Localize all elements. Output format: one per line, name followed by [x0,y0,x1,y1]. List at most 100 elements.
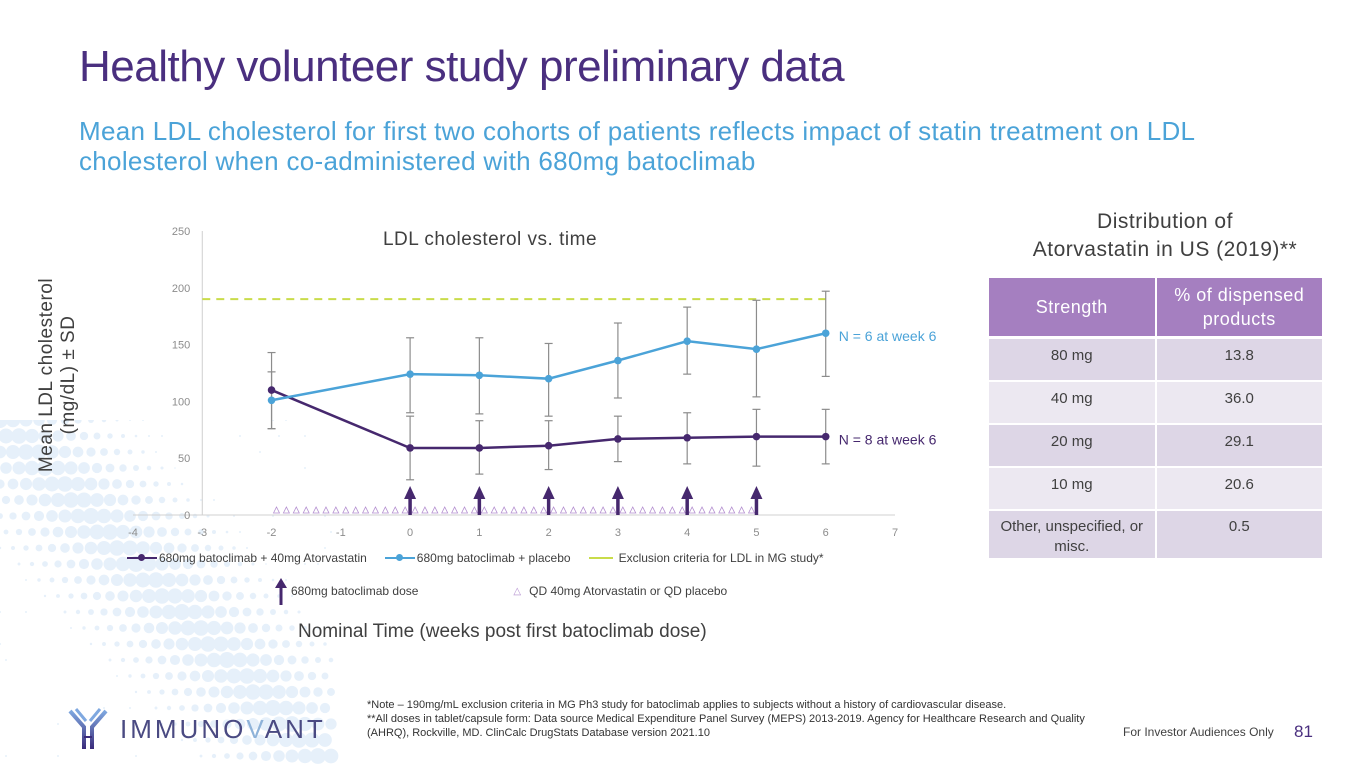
daily-dose-marker [382,507,388,513]
daily-dose-marker [600,507,606,513]
decorative-dot [315,657,321,663]
table-header-row: Strength % of dispensed products [989,278,1322,338]
decorative-dot [329,658,334,663]
cell-strength: 20 mg [989,424,1156,467]
daily-dose-marker [511,507,517,513]
data-point-atorvastatin [545,442,553,450]
decorative-dot [272,685,286,699]
decorative-dot [245,684,260,699]
dose-arrow-head [681,486,693,499]
legend-item-atorvastatin: 680mg batoclimab + 40mg Atorvastatin [127,551,367,565]
data-point-placebo [614,357,622,365]
y-tick-label: 0 [184,510,190,522]
decorative-dot [190,671,201,682]
decorative-dot [182,654,194,666]
x-tick-label: 3 [615,527,621,539]
slide-subtitle: Mean LDL cholesterol for first two cohor… [79,116,1309,176]
page-number: 81 [1294,722,1313,742]
decorative-dot [221,686,234,699]
decorative-dot [233,653,248,668]
decorative-dot [260,654,272,666]
legend-label: 680mg batoclimab + placebo [417,551,571,565]
cell-percent: 29.1 [1156,424,1323,467]
daily-dose-marker [749,507,755,513]
data-point-placebo [822,329,830,337]
decorative-dot [286,750,299,763]
decorative-dot [109,659,112,662]
decorative-dot [207,653,221,667]
decorative-dot [212,754,216,758]
decorative-dot [57,755,59,757]
decorative-dot [153,673,159,679]
dose-arrow-head [473,486,485,499]
dose-arrow-head [750,486,762,499]
decorative-dot [294,671,304,681]
daily-dose-marker [402,507,408,513]
daily-dose-marker [363,507,369,513]
data-point-atorvastatin [406,444,414,452]
decorative-dot [273,750,285,762]
legend-item-daily: △ QD 40mg Atorvastatin or QD placebo [513,584,727,598]
decorative-dot [145,656,152,663]
decorative-dot [301,656,308,663]
y-tick-label: 150 [172,340,190,352]
atorvastatin-distribution-table: Strength % of dispensed products 80 mg 1… [989,278,1322,560]
daily-dose-marker [709,507,715,513]
legend-swatch-exclusion [589,557,613,559]
data-point-atorvastatin [614,435,622,443]
daily-dose-marker [729,507,735,513]
data-point-atorvastatin [476,444,484,452]
daily-dose-marker [590,507,596,513]
x-tick-label: -3 [197,527,207,539]
decorative-dot [177,671,186,680]
y-axis-label: Mean LDL cholesterol (mg/dL) ± SD [36,278,80,472]
table-row: 80 mg 13.8 [989,338,1322,382]
decorative-dot [267,670,280,683]
decorative-dot [236,752,243,759]
decorative-dot [208,686,219,697]
data-point-placebo [268,396,276,404]
daily-dose-marker [580,507,586,513]
decorative-dot [253,669,267,683]
y-tick-label: 200 [172,283,190,295]
x-axis-label: Nominal Time (weeks post first batoclima… [298,621,707,643]
daily-dose-marker [293,507,299,513]
daily-dose-marker [303,507,309,513]
chart-title: LDL cholesterol vs. time [383,229,597,250]
cell-percent: 0.5 [1156,510,1323,559]
daily-dose-marker [442,507,448,513]
decorative-dot [286,686,298,698]
decorative-dot [202,670,214,682]
x-tick-label: 1 [476,527,482,539]
decorative-dot [158,656,167,665]
daily-dose-marker [551,507,557,513]
dose-arrow-head [612,486,624,499]
x-tick-label: -2 [267,527,277,539]
decorative-dot [135,755,137,757]
data-point-placebo [683,337,691,345]
daily-dose-marker [610,507,616,513]
legend-label: 680mg batoclimab dose [291,584,418,598]
legend-item-dose: 680mg batoclimab dose [274,577,418,605]
decorative-dot [308,672,316,680]
decorative-dot [214,669,228,683]
x-tick-label: -4 [128,527,138,539]
daily-dose-marker [273,507,279,513]
decorative-dot [258,684,273,699]
legend-swatch-placebo [385,557,415,559]
chart-legend-2: 680mg batoclimab dose △ QD 40mg Atorvast… [274,577,745,605]
daily-dose-marker [630,507,636,513]
decorative-dot [280,670,291,681]
decorative-dot [239,668,255,684]
daily-dose-marker [323,507,329,513]
decorative-dot [219,652,235,668]
series-annotation-placebo: N = 6 at week 6 [839,328,937,344]
decorative-dot [261,751,271,761]
decorative-dot [5,659,7,661]
data-point-placebo [406,370,414,378]
daily-dose-marker [412,507,418,513]
daily-dose-marker [333,507,339,513]
decorative-dot [5,755,7,757]
series-annotation-atorvastatin: N = 8 at week 6 [839,432,937,448]
data-point-placebo [753,345,761,353]
